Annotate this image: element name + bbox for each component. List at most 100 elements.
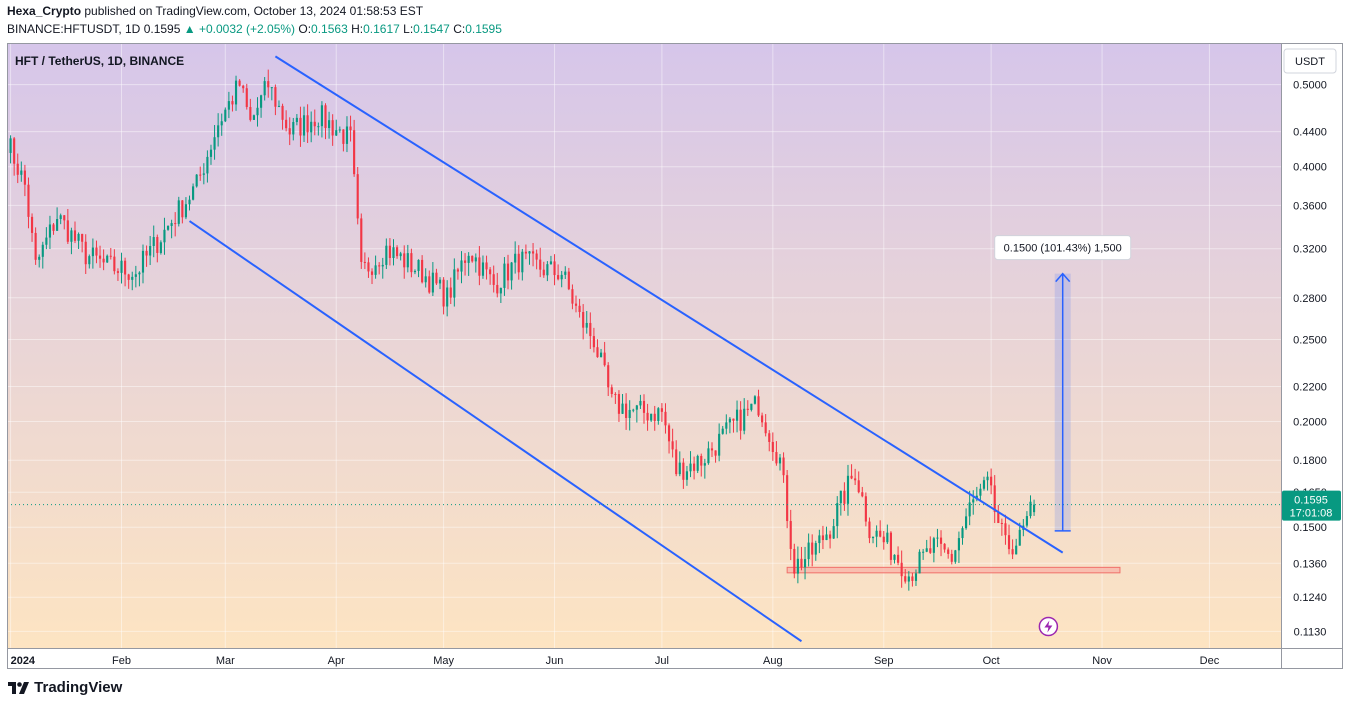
candle-body	[582, 311, 585, 328]
candle-body	[23, 170, 26, 185]
candle-body	[181, 200, 184, 218]
y-tick-label: 0.1800	[1293, 455, 1327, 467]
y-tick-label: 0.3200	[1293, 244, 1327, 256]
candle-body	[453, 269, 456, 298]
candle-body	[750, 403, 753, 410]
candle-body	[861, 492, 864, 497]
price-target-measure[interactable]: 0.1500 (101.43%) 1,500	[994, 235, 1132, 532]
candle-body	[947, 549, 950, 554]
candle-body	[714, 450, 717, 456]
candle-body	[449, 287, 452, 298]
time-axis[interactable]: 2024 Feb Mar Apr May Jun Jul Aug Sep Oct Nov Dec	[11, 655, 1220, 667]
measure-label-box	[994, 235, 1132, 261]
candle-body	[932, 538, 935, 553]
candle-body	[542, 269, 545, 276]
candle-body	[16, 163, 19, 175]
candle-body	[306, 115, 309, 133]
candle-body	[27, 184, 30, 217]
trendlines[interactable]	[188, 55, 1064, 643]
candle-body	[786, 475, 789, 522]
x-tick-label: Jun	[546, 655, 564, 667]
candle-body	[997, 511, 1000, 523]
candle-body	[1032, 504, 1036, 513]
candle-body	[270, 87, 273, 89]
candle-body	[814, 543, 817, 555]
candle-body	[918, 551, 921, 574]
high-value: 0.1617	[363, 22, 400, 36]
candle-body	[424, 276, 427, 283]
candle-body	[88, 256, 91, 265]
candle-body	[292, 122, 295, 135]
candle-body	[635, 405, 638, 410]
candle-body	[52, 224, 55, 231]
candle-body	[102, 258, 105, 263]
candle-body	[209, 149, 213, 157]
price-tag-box	[1282, 490, 1341, 521]
candle-body	[113, 256, 116, 272]
candle-body	[771, 441, 774, 453]
candle-body	[238, 80, 241, 86]
candle-body	[166, 225, 170, 230]
candle-body	[553, 261, 556, 276]
candle-body	[138, 272, 141, 275]
candle-body	[91, 247, 94, 257]
candle-body	[63, 215, 66, 221]
candle-body	[324, 105, 327, 129]
candle-body	[174, 223, 177, 225]
candle-body	[95, 247, 98, 256]
lightning-icon[interactable]	[1038, 616, 1059, 637]
candle-body	[467, 255, 470, 263]
candle-body	[825, 534, 828, 541]
candle-body	[592, 336, 595, 348]
price-chart[interactable]: 0.1500 (101.43%) 1,500 0.5000 0.4400 0.400…	[7, 43, 1343, 670]
candle-body	[968, 502, 971, 517]
candle-body	[868, 521, 871, 539]
currency-label: USDT	[1295, 56, 1325, 68]
candle-body	[159, 242, 162, 253]
candle-body	[514, 253, 517, 263]
candle-body	[81, 233, 84, 242]
candle-body	[574, 303, 578, 306]
candle-body	[335, 130, 338, 136]
candle-body	[106, 255, 109, 263]
candle-body	[20, 170, 23, 175]
x-tick-label: Aug	[763, 655, 783, 667]
candle-body	[728, 418, 731, 423]
candle-body	[539, 259, 542, 270]
candle-body	[811, 542, 814, 555]
candle-body	[954, 550, 957, 562]
candle-body	[893, 554, 896, 560]
candle-body	[431, 272, 434, 293]
candle-body	[30, 216, 34, 233]
ohlc-header: BINANCE:HFTUSDT, 1D 0.1595 ▲ +0.0032 (+2…	[7, 22, 502, 36]
candle-body	[84, 241, 87, 265]
candle-body	[571, 289, 574, 304]
candle-body	[531, 251, 535, 254]
candle-body	[277, 105, 281, 107]
support-zone	[786, 566, 1121, 574]
candle-body	[385, 245, 388, 265]
candle-body	[836, 503, 839, 527]
candle-body	[378, 265, 381, 267]
support-zone-rect	[786, 566, 1121, 574]
candle-body	[245, 88, 248, 108]
candle-body	[761, 415, 764, 423]
candle-body	[256, 107, 259, 116]
candle-body	[689, 463, 692, 472]
candle-body	[302, 115, 306, 136]
candle-body	[485, 262, 488, 270]
candle-body	[725, 422, 728, 429]
author-name: Hexa_Crypto	[7, 4, 82, 18]
candle-body	[227, 101, 230, 110]
price-axis[interactable]: 0.5000 0.4400 0.4000 0.3600 0.3200 0.2800 0.25…	[1293, 80, 1327, 639]
candle-body	[370, 271, 374, 275]
candle-body	[567, 271, 570, 290]
candle-body	[460, 260, 463, 272]
candle-body	[496, 284, 499, 294]
price-change: ▲ +0.0032 (+2.05%)	[183, 22, 296, 36]
currency-button[interactable]: USDT	[1283, 48, 1337, 74]
candle-body	[718, 433, 721, 456]
candle-body	[56, 219, 59, 231]
candle-body	[535, 253, 538, 260]
candle-body	[288, 128, 291, 135]
